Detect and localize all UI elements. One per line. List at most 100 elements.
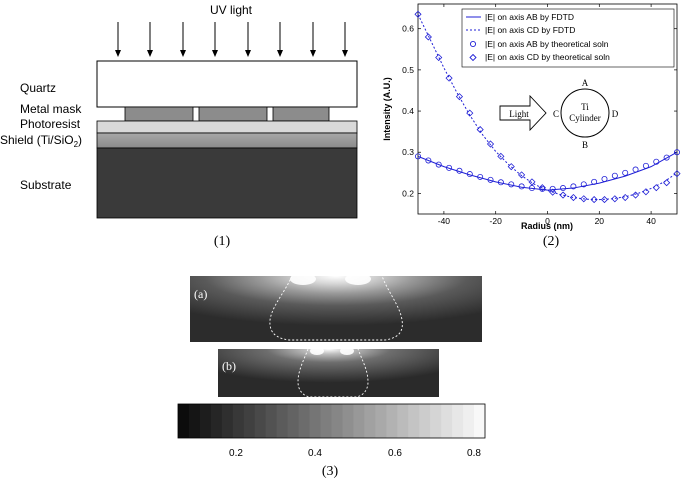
series-point-ab-theory bbox=[560, 185, 567, 192]
series-point-ab-theory bbox=[518, 183, 525, 190]
series-point-ab-theory bbox=[414, 153, 421, 160]
point-a-label: A bbox=[582, 78, 589, 88]
colorbar-step bbox=[232, 404, 245, 438]
series-point-cd-theory bbox=[549, 188, 557, 196]
series-point-cd-theory bbox=[435, 53, 443, 62]
uv-arrow-head bbox=[342, 50, 348, 57]
y-tick-label: 0.5 bbox=[402, 65, 414, 75]
field-map-b-hotspot-left bbox=[310, 347, 324, 355]
series-point-cd-theory bbox=[663, 179, 671, 187]
point-c-label: C bbox=[553, 109, 559, 119]
series-point-ab-theory bbox=[508, 181, 515, 188]
uv-arrow-head bbox=[180, 50, 186, 57]
colorbar-step bbox=[375, 404, 387, 438]
field-map-a-hotspot-right bbox=[345, 273, 371, 285]
caption-1: (1) bbox=[214, 234, 231, 249]
colorbar-step bbox=[265, 404, 278, 438]
series-point-cd-theory bbox=[642, 188, 650, 196]
series-point-cd-theory bbox=[652, 184, 660, 192]
colorbar-tick-label: 0.8 bbox=[467, 448, 481, 459]
field-map-a-hotspot-left bbox=[290, 273, 316, 285]
series-point-ab-theory bbox=[622, 169, 629, 176]
cylinder-inset: Light Ti Cylinder A B C D bbox=[499, 78, 619, 150]
series-point-ab-theory bbox=[653, 158, 660, 165]
colorbar-step bbox=[331, 404, 343, 438]
series-point-cd-theory bbox=[580, 195, 588, 203]
series-point-ab-theory bbox=[632, 166, 639, 173]
series-point-cd-theory bbox=[476, 126, 484, 134]
substrate-layer bbox=[96, 147, 358, 219]
legend-box bbox=[461, 8, 675, 68]
ti-cylinder bbox=[560, 88, 610, 138]
colorbar-step bbox=[452, 404, 464, 438]
colorbar-step bbox=[463, 404, 475, 438]
cylinder-label-cylinder: Cylinder bbox=[569, 113, 601, 123]
light-arrow bbox=[499, 94, 547, 132]
shield-label-main: Shield (Ti/SiO bbox=[0, 133, 74, 147]
uv-arrow-head bbox=[115, 50, 121, 57]
colorbar-step bbox=[243, 404, 256, 438]
series-point-cd-theory bbox=[518, 171, 526, 179]
caption-3: (3) bbox=[322, 464, 339, 479]
series-point-ab-theory bbox=[663, 154, 670, 161]
series-point-ab-theory bbox=[477, 173, 484, 180]
legend-entry-ab-fdtd: |E| on axis AB by FDTD bbox=[485, 12, 574, 22]
colorbar-step bbox=[276, 404, 289, 438]
substrate-label: Substrate bbox=[20, 178, 72, 192]
series-point-cd-theory bbox=[445, 74, 453, 82]
panel-1-schematic: UV light Quartz Metal mask Photoresist S… bbox=[0, 3, 358, 249]
colorbar-step bbox=[254, 404, 267, 438]
shield-layer bbox=[96, 132, 358, 149]
x-tick-label: -20 bbox=[490, 216, 503, 226]
shield-label-tail: ) bbox=[78, 133, 82, 147]
y-tick-label: 0.2 bbox=[402, 188, 414, 198]
colorbar-step bbox=[188, 404, 201, 438]
series-point-cd-theory bbox=[569, 193, 577, 202]
field-map-a bbox=[190, 276, 482, 342]
colorbar-step bbox=[474, 404, 486, 438]
colorbar-step bbox=[298, 404, 311, 438]
series-point-cd-theory bbox=[559, 191, 567, 199]
series-point-cd-theory bbox=[528, 178, 536, 186]
photoresist-layer bbox=[96, 120, 358, 134]
colorbar-step bbox=[408, 404, 420, 438]
y-tick-label: 0.4 bbox=[402, 106, 414, 116]
colorbar-step bbox=[419, 404, 431, 438]
colorbar-step bbox=[397, 404, 409, 438]
series-point-ab-theory bbox=[591, 178, 598, 185]
series-point-cd-theory bbox=[414, 10, 422, 18]
metal-mask-block-2 bbox=[198, 106, 268, 122]
series-point-ab-theory bbox=[601, 175, 608, 182]
x-axis-label: Radius (nm) bbox=[521, 221, 573, 231]
colorbar-step bbox=[353, 404, 365, 438]
series-point-ab-theory bbox=[528, 185, 535, 192]
series-point-ab-theory bbox=[497, 179, 504, 186]
series-point-ab-theory bbox=[446, 164, 453, 171]
series-point-cd-theory bbox=[631, 191, 640, 199]
series-point-cd-theory bbox=[424, 33, 432, 41]
x-tick-label: -40 bbox=[438, 216, 451, 226]
field-map-a-contour bbox=[269, 275, 403, 341]
y-tick-label: 0.3 bbox=[402, 147, 414, 157]
colorbar-step bbox=[342, 404, 354, 438]
colorbar-step bbox=[364, 404, 376, 438]
photoresist-label: Photoresist bbox=[20, 117, 81, 131]
uv-arrow-head bbox=[277, 50, 283, 57]
shield-label: Shield (Ti/SiO2) bbox=[0, 133, 82, 149]
x-tick-label: 0 bbox=[545, 216, 550, 226]
colorbar-step bbox=[430, 404, 442, 438]
quartz-layer bbox=[96, 60, 358, 108]
series-point-cd-theory bbox=[673, 170, 681, 178]
field-map-b-hotspot-right bbox=[340, 347, 354, 355]
colorbar-tick-label: 0.2 bbox=[229, 448, 243, 459]
caption-2: (2) bbox=[543, 234, 560, 249]
y-tick-label: 0.6 bbox=[402, 24, 414, 34]
series-point-ab-theory bbox=[611, 172, 618, 179]
field-map-b bbox=[218, 349, 439, 397]
series-point-ab-theory bbox=[456, 167, 463, 174]
colorbar-step bbox=[441, 404, 453, 438]
uv-arrow-head bbox=[245, 50, 251, 57]
series-point-ab-theory bbox=[674, 149, 681, 156]
colorbar-tick-label: 0.6 bbox=[388, 448, 402, 459]
y-axis-label: Intensity (A.U.) bbox=[382, 77, 392, 141]
